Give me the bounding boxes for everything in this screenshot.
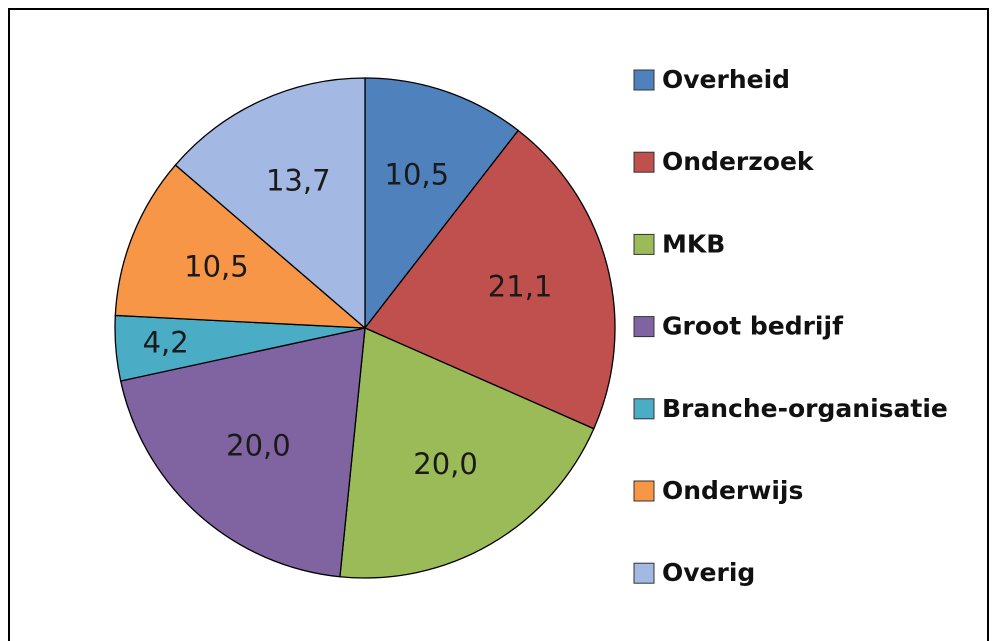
pie-slice (339, 327, 595, 579)
legend-label: Onderwijs (662, 476, 803, 505)
legend-label: Groot bedrijf (662, 312, 844, 341)
data-label: 20,0 (413, 447, 478, 481)
data-label: 10,5 (184, 250, 249, 284)
legend-swatch (633, 151, 655, 173)
legend-label: Overheid (662, 65, 790, 94)
data-label: 21,1 (488, 270, 553, 304)
pie-slice (119, 327, 366, 578)
data-label: 4,2 (143, 325, 189, 359)
legend-label: MKB (662, 229, 725, 258)
data-label: 10,5 (385, 158, 450, 192)
legend-label: Overig (662, 558, 755, 587)
legend-swatch (633, 233, 655, 255)
legend-swatch (633, 316, 655, 338)
legend-swatch (633, 562, 655, 584)
pie-slice (174, 77, 366, 330)
legend-label: Onderzoek (662, 147, 815, 176)
legend-label: Branche-organisatie (662, 394, 948, 423)
legend-swatch (633, 480, 655, 502)
legend-swatch (633, 398, 655, 420)
legend-swatch (633, 69, 655, 91)
pie-slice (364, 77, 520, 330)
pie-slice (114, 164, 367, 329)
data-label: 13,7 (266, 164, 331, 198)
pie-slice (363, 129, 616, 430)
data-label: 20,0 (226, 428, 291, 462)
